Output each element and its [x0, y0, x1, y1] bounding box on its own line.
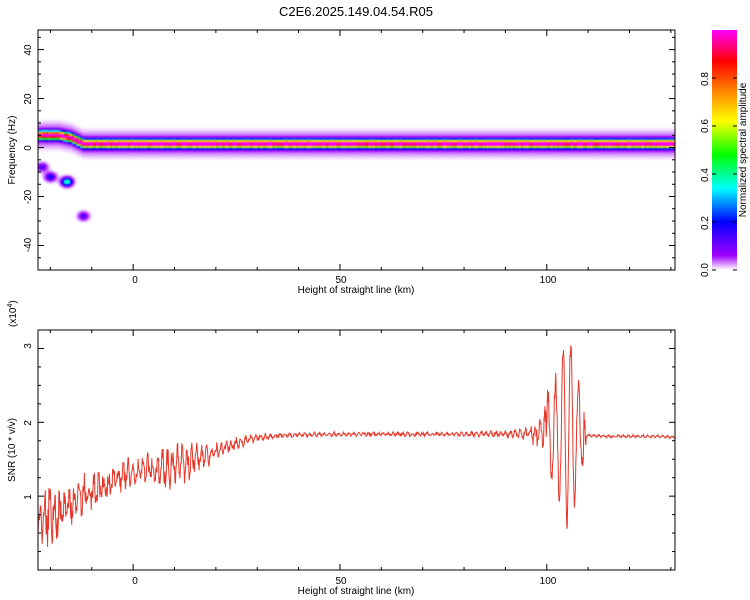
x-tick-label: 50 [335, 576, 347, 587]
colorbar-tick-label: 0.0 [700, 263, 711, 277]
spectrogram-x-tick-labels: 0 50 100 [132, 275, 557, 286]
spectrogram-heatmap [38, 30, 675, 270]
spectrogram-y-tick-labels: 40 20 0 -20 -40 [23, 44, 34, 252]
x-tick-label: 0 [132, 275, 138, 286]
snr-x-tick-labels: 0 50 100 [132, 576, 557, 587]
y-tick-label: 20 [23, 93, 34, 105]
colorbar-tick-label: 0.4 [700, 168, 711, 182]
x-tick-label: 100 [540, 275, 557, 286]
colorbar-tick-label: 0.8 [700, 72, 711, 86]
snr-x-axis-label: Height of straight line (km) [298, 586, 415, 597]
colorbar-ticks [712, 77, 737, 271]
snr-y-axis-label: SNR (10 * v/v) [7, 418, 18, 482]
y-tick-label: -40 [23, 237, 34, 252]
snr-series-line [38, 345, 675, 548]
y-tick-label: 0 [23, 145, 34, 151]
x-tick-label: 50 [335, 275, 347, 286]
x-tick-label: 100 [540, 576, 557, 587]
figure-title: C2E6.2025.149.04.54.R05 [279, 4, 433, 19]
colorbar: 0.0 0.2 0.4 0.6 0.8 Normalized spectral … [700, 30, 749, 277]
multiplier-base: (x10 [8, 307, 19, 327]
colorbar-tick-label: 0.2 [700, 216, 711, 230]
y-tick-label: 3 [23, 343, 34, 349]
multiplier-close: ) [8, 300, 19, 303]
colorbar-tick-labels: 0.0 0.2 0.4 0.6 0.8 [700, 72, 711, 277]
colorbar-tick-label: 0.6 [700, 119, 711, 133]
colorbar-gradient [712, 30, 737, 270]
y-tick-label: 40 [23, 44, 34, 56]
multiplier-exponent: 4 [7, 304, 14, 308]
snr-y-tick-labels: 1 2 3 [23, 343, 34, 500]
y-tick-label: 1 [23, 494, 34, 500]
y-tick-label: 2 [23, 420, 34, 426]
colorbar-label: Normalized spectral amplitude [738, 82, 749, 217]
snr-plot-area [38, 330, 675, 570]
y-tick-label: -20 [23, 189, 34, 204]
spectrogram-x-axis-label: Height of straight line (km) [298, 285, 415, 296]
snr-y-multiplier: (x104) [7, 300, 19, 327]
spectrogram-panel: 0 50 100 Height of straight line (km) 40… [7, 29, 676, 296]
spectrogram-frame [37, 29, 676, 271]
spectrogram-y-axis-label: Frequency (Hz) [7, 116, 18, 185]
snr-frame [37, 329, 676, 571]
snr-panel: 0 50 100 Height of straight line (km) 1 … [7, 300, 676, 597]
x-tick-label: 0 [132, 576, 138, 587]
